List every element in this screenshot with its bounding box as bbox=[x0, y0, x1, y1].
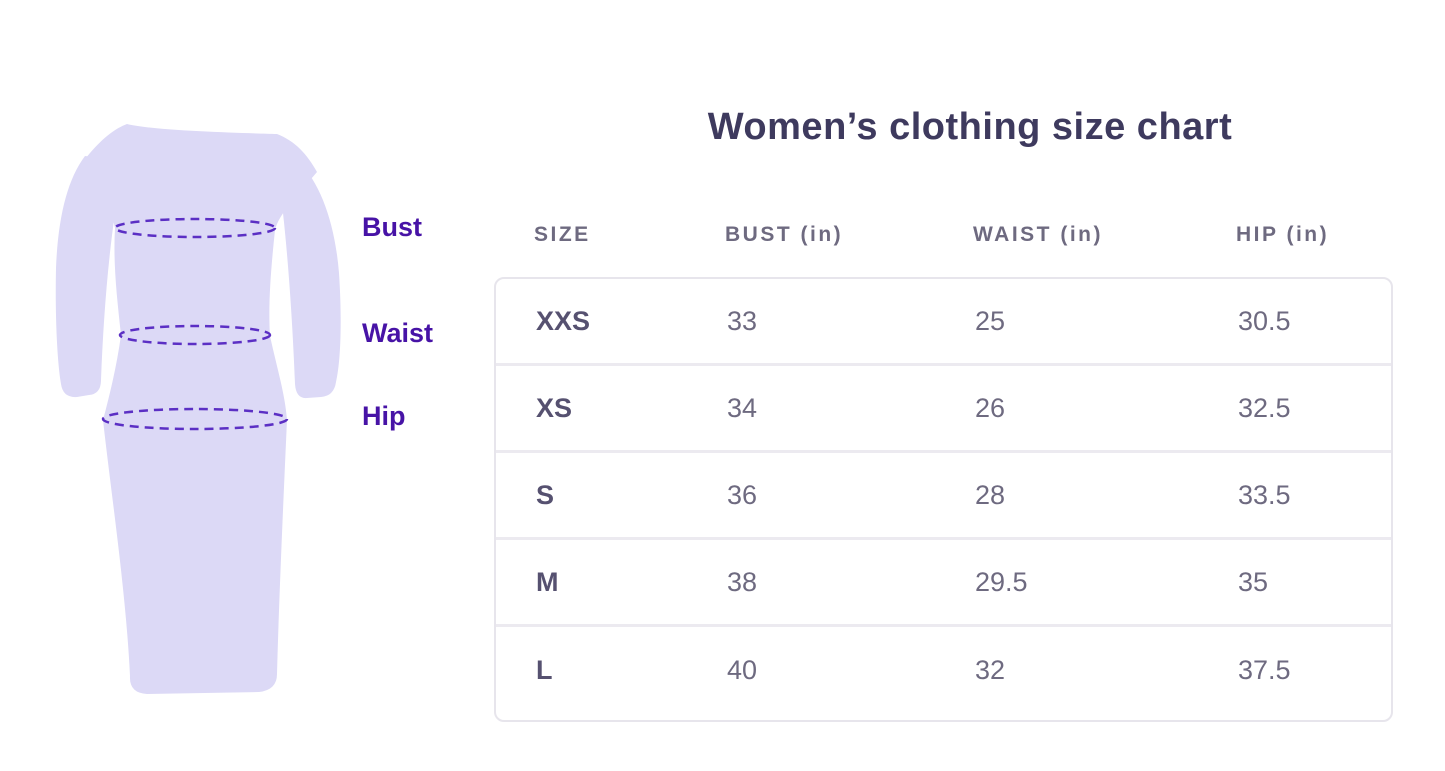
hip-measure-ellipse bbox=[101, 407, 289, 431]
table-cell-waist: 26 bbox=[975, 392, 1006, 423]
column-header-waist: WAIST (in) bbox=[973, 223, 1103, 246]
table-row: M 38 29.5 35 bbox=[496, 540, 1391, 627]
dress-body-shape bbox=[80, 124, 317, 694]
size-table: XXS 33 25 30.5 XS 34 26 32.5 S 36 28 33.… bbox=[494, 277, 1393, 722]
table-cell-hip: 37.5 bbox=[1238, 655, 1291, 685]
table-cell-bust: 34 bbox=[727, 392, 758, 423]
dress-left-sleeve-shape bbox=[55, 156, 116, 398]
table-cell-hip: 32.5 bbox=[1238, 392, 1291, 423]
table-cell-size: L bbox=[536, 655, 553, 685]
waist-label: Waist bbox=[362, 318, 434, 348]
page-title: Women’s clothing size chart bbox=[707, 106, 1233, 148]
table-cell-waist: 32 bbox=[975, 655, 1006, 685]
table-cell-hip: 35 bbox=[1238, 566, 1269, 597]
bust-label: Bust bbox=[362, 212, 422, 242]
waist-measure-ellipse bbox=[118, 324, 272, 346]
table-row: L 40 32 37.5 bbox=[496, 627, 1391, 714]
table-cell-bust: 40 bbox=[727, 655, 758, 685]
dress-right-sleeve-shape bbox=[283, 162, 341, 399]
table-cell-waist: 29.5 bbox=[975, 566, 1028, 597]
column-header-size: SIZE bbox=[534, 223, 591, 246]
table-header-row: SIZE BUST (in) WAIST (in) HIP (in) bbox=[494, 220, 1393, 250]
table-cell-bust: 38 bbox=[727, 566, 758, 597]
table-row: XXS 33 25 30.5 bbox=[496, 279, 1391, 366]
table-cell-waist: 28 bbox=[975, 479, 1006, 510]
table-cell-size: XXS bbox=[536, 305, 591, 336]
hip-label: Hip bbox=[362, 401, 406, 431]
table-cell-size: S bbox=[536, 479, 555, 510]
table-row: S 36 28 33.5 bbox=[496, 453, 1391, 540]
table-cell-size: XS bbox=[536, 392, 573, 423]
table-cell-size: M bbox=[536, 566, 559, 597]
table-cell-hip: 33.5 bbox=[1238, 479, 1291, 510]
table-cell-hip: 30.5 bbox=[1238, 305, 1291, 336]
dress-silhouette bbox=[55, 124, 341, 694]
table-cell-bust: 33 bbox=[727, 305, 758, 336]
column-header-hip: HIP (in) bbox=[1236, 223, 1330, 246]
bust-measure-ellipse bbox=[113, 217, 277, 239]
table-cell-waist: 25 bbox=[975, 305, 1006, 336]
column-header-bust: BUST (in) bbox=[725, 223, 844, 246]
table-row: XS 34 26 32.5 bbox=[496, 366, 1391, 453]
table-cell-bust: 36 bbox=[727, 479, 758, 510]
